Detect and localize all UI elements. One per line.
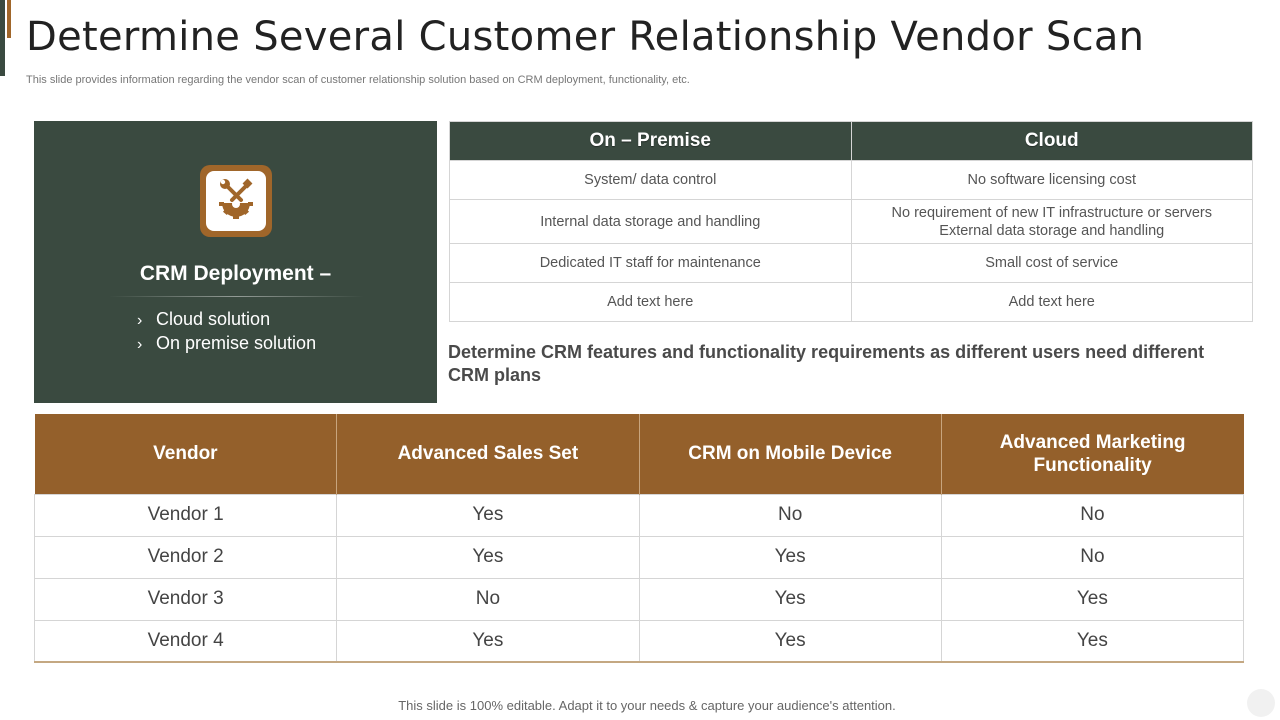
column-header: On – Premise: [449, 121, 852, 161]
table-cell: No: [638, 493, 942, 537]
table-cell: Yes: [638, 619, 942, 663]
crm-divider: [109, 296, 364, 297]
table-cell: Vendor 1: [33, 493, 338, 537]
accent-bar-secondary: [7, 0, 11, 38]
column-header: CRM on Mobile Device: [639, 414, 942, 494]
table-cell: Yes: [638, 535, 942, 579]
table-cell: System/ data control: [449, 160, 852, 200]
column-header: Advanced Sales Set: [336, 414, 640, 494]
table-header-row: Vendor Advanced Sales Set CRM on Mobile …: [34, 414, 1244, 494]
chevron-right-icon: ›: [137, 336, 143, 353]
table-cell: No: [336, 577, 640, 621]
table-cell: Small cost of service: [850, 243, 1253, 283]
table-row: Vendor 1 Yes No No: [33, 493, 1245, 537]
table-cell: No: [940, 535, 1245, 579]
table-cell: Yes: [638, 577, 942, 621]
callout-text: Determine CRM features and functionality…: [448, 342, 1205, 385]
table-row: Vendor 3 No Yes Yes: [33, 577, 1245, 621]
table-cell: Vendor 2: [33, 535, 338, 579]
table-cell: Vendor 4: [33, 619, 338, 663]
list-item: › On premise solution: [137, 332, 316, 356]
crm-deployment-panel: CRM Deployment – › Cloud solution › On pre…: [34, 121, 437, 403]
crm-deployment-title: CRM Deployment –: [139, 262, 332, 285]
chevron-right-icon: ›: [137, 312, 143, 329]
table-row: Dedicated IT staff for maintenance Small…: [449, 243, 1253, 283]
table-cell: Yes: [336, 535, 640, 579]
column-header: Advanced Marketing Functionality: [941, 414, 1244, 494]
table-cell: No software licensing cost: [850, 160, 1253, 200]
table-cell: Dedicated IT staff for maintenance: [449, 243, 852, 283]
crm-icon-frame: [200, 165, 272, 237]
deployment-comparison-table: On – Premise Cloud System/ data control …: [449, 121, 1253, 322]
table-row: Vendor 4 Yes Yes Yes: [33, 619, 1245, 663]
crm-deployment-list: › Cloud solution › On premise solution: [137, 308, 316, 356]
table-cell: Yes: [940, 619, 1245, 663]
table-cell: Internal data storage and handling: [449, 199, 852, 244]
column-header: Vendor: [34, 414, 338, 494]
list-item-label: Cloud solution: [156, 309, 271, 329]
list-item-label: On premise solution: [156, 333, 317, 353]
page-title: Determine Several Customer Relationship …: [26, 14, 1145, 60]
table-row: Add text here Add text here: [449, 282, 1253, 322]
table-header-row: On – Premise Cloud: [449, 121, 1253, 161]
table-cell: Vendor 3: [33, 577, 338, 621]
accent-bar: [0, 0, 5, 76]
slide-corner-marker: [1247, 689, 1275, 717]
table-cell: Yes: [940, 577, 1245, 621]
vendor-scan-table: Vendor Advanced Sales Set CRM on Mobile …: [33, 414, 1245, 663]
tools-gear-icon: [206, 171, 266, 231]
table-cell: No requirement of new IT infrastructure …: [850, 199, 1253, 244]
table-cell: No: [940, 493, 1245, 537]
list-item: › Cloud solution: [137, 308, 316, 332]
table-row: Internal data storage and handling No re…: [449, 199, 1253, 244]
footer-note: This slide is 100% editable. Adapt it to…: [398, 698, 896, 713]
column-header: Cloud: [850, 121, 1253, 161]
table-row: System/ data control No software licensi…: [449, 160, 1253, 200]
table-cell: Yes: [336, 619, 640, 663]
page-subtitle: This slide provides information regardin…: [26, 74, 690, 86]
table-cell: Add text here: [449, 282, 852, 322]
table-cell: Yes: [336, 493, 640, 537]
table-row: Vendor 2 Yes Yes No: [33, 535, 1245, 579]
table-cell: Add text here: [850, 282, 1253, 322]
